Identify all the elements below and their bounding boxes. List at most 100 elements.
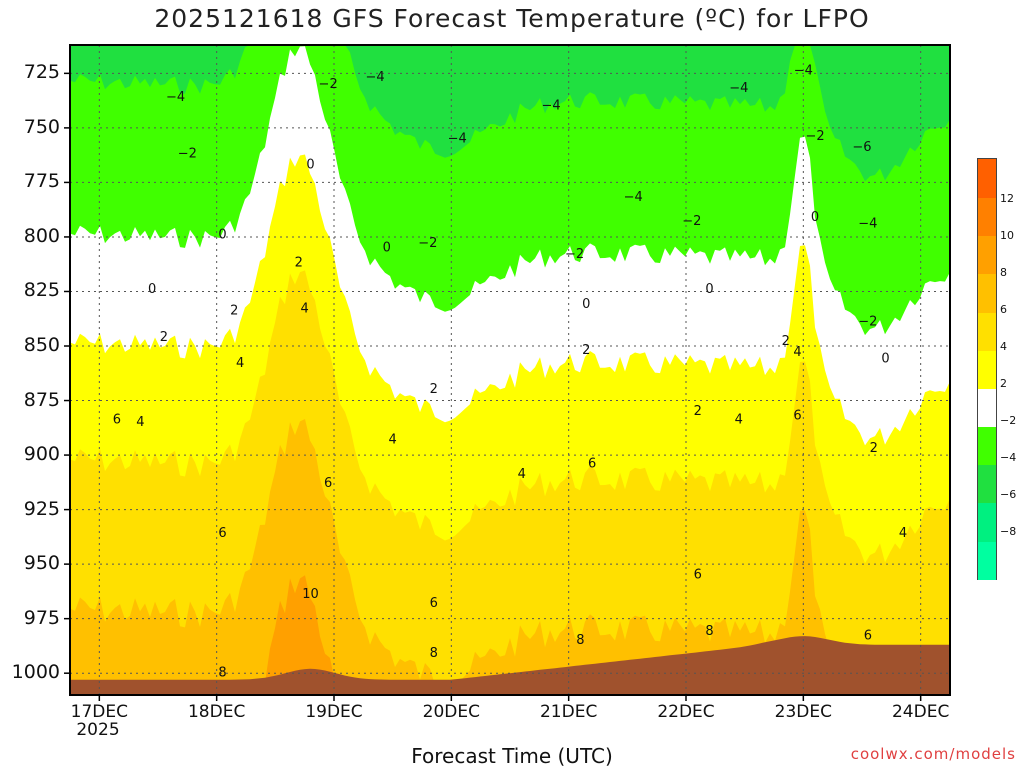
contour-label: 6 bbox=[324, 476, 332, 491]
chart-title: 2025121618 GFS Forecast Temperature (ºC)… bbox=[154, 4, 870, 33]
colorbar-segment bbox=[978, 273, 996, 313]
contour-label: −2 bbox=[178, 147, 197, 162]
contour-label: 0 bbox=[148, 282, 156, 297]
x-tick-label: 17DEC bbox=[70, 702, 128, 722]
contour-label: −4 bbox=[166, 90, 185, 105]
contour-label: 0 bbox=[383, 240, 391, 255]
colorbar-label: 6 bbox=[1000, 303, 1007, 316]
contour-label: 6 bbox=[694, 568, 702, 583]
y-tick-label: 900 bbox=[23, 443, 60, 466]
contour-label: −4 bbox=[858, 216, 877, 231]
colorbar-segment bbox=[978, 540, 996, 580]
contour-label: 8 bbox=[430, 646, 438, 661]
contour-label: 0 bbox=[218, 227, 226, 242]
credit-link[interactable]: coolwx.com/models bbox=[850, 745, 1016, 763]
contour-label: −4 bbox=[365, 70, 384, 85]
contour-label: 4 bbox=[518, 467, 526, 482]
contour-label: −2 bbox=[565, 247, 584, 262]
colorbar-label: 2 bbox=[1000, 377, 1007, 390]
contour-label: 4 bbox=[793, 345, 801, 360]
ground-surface bbox=[70, 636, 950, 695]
contour-label: 2 bbox=[870, 441, 878, 456]
colorbar-label: −6 bbox=[1000, 488, 1017, 501]
contour-label: 2 bbox=[160, 330, 168, 345]
contour-label: −2 bbox=[319, 77, 338, 92]
y-tick-label: 925 bbox=[23, 497, 60, 520]
colorbar bbox=[977, 158, 997, 580]
x-tick-label: 21DEC bbox=[539, 702, 598, 722]
colorbar-label: 4 bbox=[1000, 340, 1007, 353]
contour-label: 2 bbox=[295, 256, 303, 271]
x-tick-label: 24DEC bbox=[891, 702, 950, 722]
contour-label: 0 bbox=[306, 157, 314, 172]
contour-label: 4 bbox=[389, 432, 397, 447]
contour-label: −2 bbox=[682, 214, 701, 229]
contour-label: −6 bbox=[852, 140, 871, 155]
contour-label: −2 bbox=[858, 315, 877, 330]
x-year-label: 2025 bbox=[76, 720, 120, 740]
colorbar-label: 12 bbox=[1000, 192, 1014, 205]
contour-label: 4 bbox=[136, 415, 144, 430]
contour-label: 0 bbox=[582, 297, 590, 312]
contour-label: 2 bbox=[694, 404, 702, 419]
x-tick-label: 18DEC bbox=[187, 702, 246, 722]
contour-label: 4 bbox=[301, 301, 309, 316]
colorbar-label: 10 bbox=[1000, 229, 1014, 242]
plot-frame bbox=[69, 44, 951, 696]
y-tick-label: 775 bbox=[23, 170, 60, 193]
y-tick-label: 800 bbox=[23, 224, 60, 247]
colorbar-segment bbox=[978, 159, 996, 198]
contour-label: 6 bbox=[218, 526, 226, 541]
contour-label: 8 bbox=[218, 666, 226, 681]
y-tick-label: 875 bbox=[23, 388, 60, 411]
colorbar-segment bbox=[978, 311, 996, 351]
colorbar-segment bbox=[978, 235, 996, 275]
contour-label: 6 bbox=[588, 456, 596, 471]
x-tick-label: 20DEC bbox=[422, 702, 480, 722]
colorbar-segment bbox=[978, 388, 996, 428]
colorbar-label: −8 bbox=[1000, 525, 1017, 538]
y-tick-label: 1000 bbox=[11, 661, 60, 684]
contour-label: 6 bbox=[793, 408, 801, 423]
contour-label: −4 bbox=[729, 81, 748, 96]
x-axis-title: Forecast Time (UTC) bbox=[411, 744, 613, 768]
x-tick-label: 22DEC bbox=[657, 702, 715, 722]
colorbar-label: −2 bbox=[1000, 414, 1017, 427]
colorbar-label: 8 bbox=[1000, 266, 1007, 279]
contour-label: 0 bbox=[811, 210, 819, 225]
y-tick-label: 825 bbox=[23, 279, 60, 302]
contour-label: −2 bbox=[418, 236, 437, 251]
y-tick-label: 750 bbox=[23, 115, 60, 138]
colorbar-segment bbox=[978, 502, 996, 542]
contour-label: 4 bbox=[236, 356, 244, 371]
y-tick-label: 725 bbox=[23, 61, 60, 84]
contour-label: −4 bbox=[448, 131, 467, 146]
y-tick-label: 950 bbox=[23, 552, 60, 575]
contour-label: 6 bbox=[430, 596, 438, 611]
contour-label: −4 bbox=[624, 190, 643, 205]
temp-band bbox=[70, 575, 950, 695]
colorbar-segment bbox=[978, 197, 996, 237]
contour-label: −2 bbox=[805, 129, 824, 144]
y-tick-label: 975 bbox=[23, 606, 60, 629]
contour-label: 0 bbox=[705, 282, 713, 297]
colorbar-segment bbox=[978, 426, 996, 466]
x-tick-label: 19DEC bbox=[305, 702, 363, 722]
contour-label: 8 bbox=[705, 624, 713, 639]
y-tick-label: 850 bbox=[23, 334, 60, 356]
contour-label: −4 bbox=[541, 99, 560, 114]
colorbar-segment bbox=[978, 464, 996, 504]
contour-label: 4 bbox=[735, 413, 743, 428]
contour-label: 4 bbox=[899, 526, 907, 541]
x-tick-label: 23DEC bbox=[774, 702, 832, 722]
contour-label: 10 bbox=[302, 587, 319, 602]
contour-label: 2 bbox=[230, 304, 238, 319]
contour-label: 2 bbox=[430, 382, 438, 397]
contour-label: 2 bbox=[782, 334, 790, 349]
contour-label: 6 bbox=[113, 413, 121, 428]
colorbar-label: −4 bbox=[1000, 451, 1017, 464]
contour-label: 2 bbox=[582, 343, 590, 358]
contour-label: 0 bbox=[881, 352, 889, 367]
contour-label: −4 bbox=[794, 64, 813, 79]
